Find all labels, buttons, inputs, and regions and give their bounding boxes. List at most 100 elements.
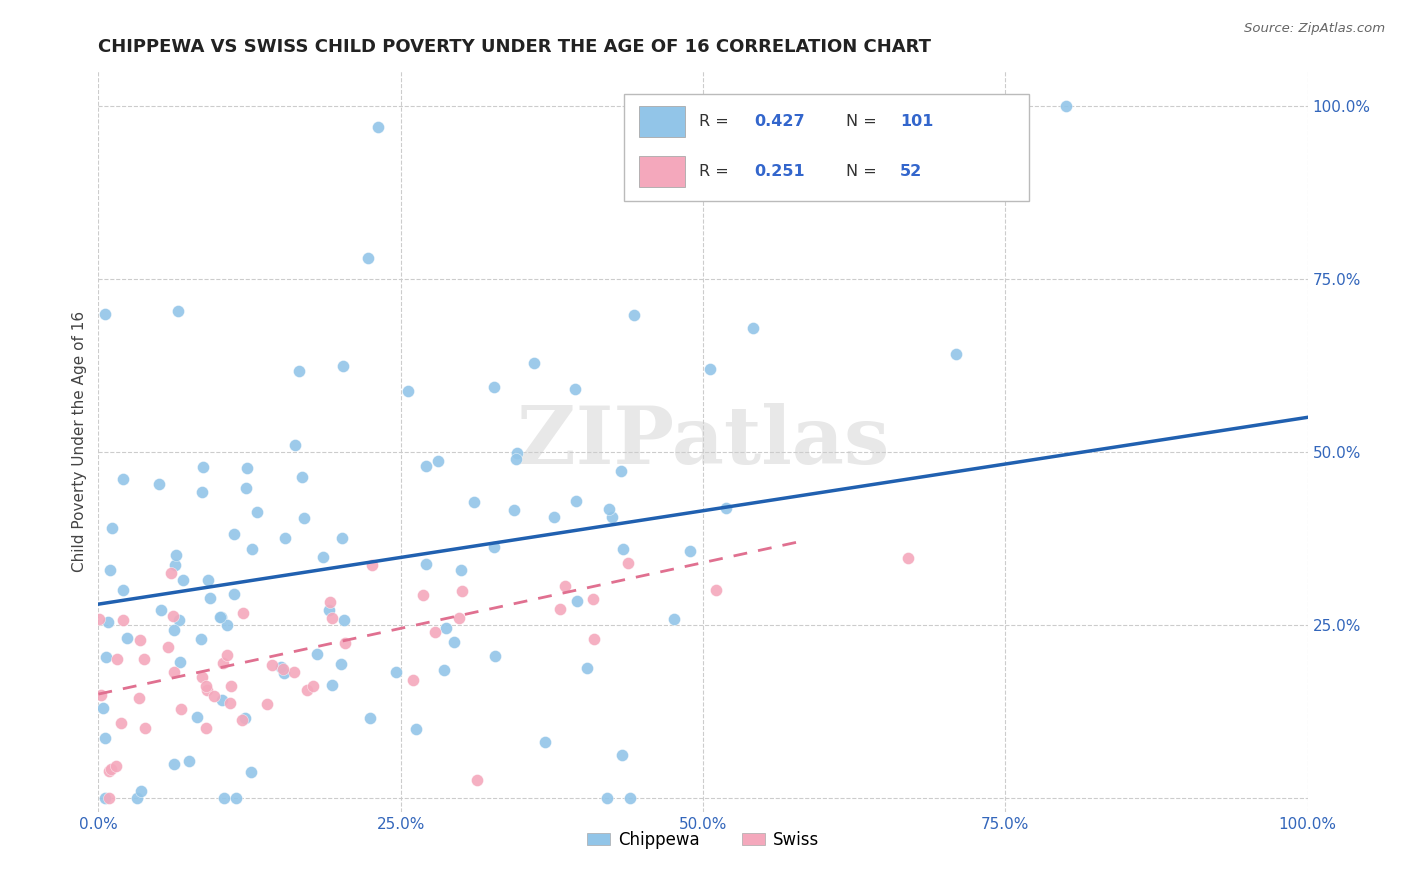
Point: [361, 558, 384, 573]
Point: [232, 606, 254, 620]
Point: [312, 549, 335, 564]
Point: [617, 556, 640, 570]
Text: 52: 52: [900, 164, 922, 178]
Point: [367, 120, 389, 134]
Point: [163, 623, 186, 637]
Text: ZIPatlas: ZIPatlas: [517, 402, 889, 481]
Point: [235, 461, 257, 475]
Point: [167, 303, 190, 318]
Point: [484, 649, 506, 664]
Point: [173, 573, 195, 587]
Point: [240, 542, 263, 557]
Point: [623, 309, 645, 323]
Text: N =: N =: [845, 164, 876, 178]
Point: [564, 382, 586, 396]
Point: [357, 251, 380, 265]
Point: [330, 657, 353, 671]
Point: [110, 716, 132, 731]
Point: [162, 609, 184, 624]
Point: [291, 469, 314, 483]
Point: [224, 527, 246, 541]
Point: [128, 690, 150, 705]
Point: [221, 679, 243, 693]
Text: 0.427: 0.427: [754, 114, 804, 129]
Point: [235, 711, 257, 725]
Point: [447, 611, 470, 625]
Text: 0.251: 0.251: [754, 164, 804, 178]
Point: [169, 655, 191, 669]
Point: [335, 636, 357, 650]
Point: [98, 563, 121, 577]
Point: [273, 666, 295, 681]
Point: [415, 458, 437, 473]
Point: [191, 670, 214, 684]
Point: [321, 611, 343, 625]
Text: N =: N =: [845, 114, 876, 129]
Point: [134, 721, 156, 735]
Point: [112, 613, 135, 627]
Point: [564, 494, 586, 508]
Point: [212, 656, 235, 670]
Point: [679, 544, 702, 558]
Point: [195, 679, 218, 693]
FancyBboxPatch shape: [624, 94, 1029, 201]
Point: [405, 722, 427, 736]
Point: [450, 563, 472, 577]
Point: [215, 618, 238, 632]
Point: [94, 307, 117, 321]
Point: [97, 615, 120, 630]
Point: [463, 495, 485, 509]
Point: [246, 505, 269, 519]
Point: [100, 762, 122, 776]
Point: [619, 790, 641, 805]
Point: [600, 509, 623, 524]
Point: [596, 790, 619, 805]
Point: [105, 652, 128, 666]
Point: [91, 701, 114, 715]
Point: [163, 757, 186, 772]
Point: [225, 790, 247, 805]
Text: Source: ZipAtlas.com: Source: ZipAtlas.com: [1244, 22, 1385, 36]
Point: [191, 460, 214, 475]
Point: [204, 689, 226, 703]
Point: [97, 790, 120, 805]
Point: [195, 682, 218, 697]
Point: [94, 790, 117, 805]
Point: [506, 446, 529, 460]
Point: [131, 784, 153, 798]
Point: [162, 665, 184, 679]
Point: [231, 713, 253, 727]
FancyBboxPatch shape: [638, 106, 685, 137]
Point: [359, 711, 381, 725]
Point: [741, 321, 763, 335]
Point: [198, 591, 221, 605]
Point: [148, 476, 170, 491]
Point: [170, 702, 193, 716]
Point: [125, 790, 148, 805]
Point: [502, 502, 524, 516]
Point: [260, 657, 283, 672]
Point: [101, 521, 124, 535]
Text: CHIPPEWA VS SWISS CHILD POVERTY UNDER THE AGE OF 16 CORRELATION CHART: CHIPPEWA VS SWISS CHILD POVERTY UNDER TH…: [98, 38, 931, 56]
Point: [97, 764, 120, 778]
Point: [1054, 99, 1077, 113]
Point: [443, 635, 465, 649]
Point: [321, 678, 343, 692]
Point: [609, 464, 631, 478]
Point: [271, 662, 294, 676]
Point: [165, 548, 187, 562]
Point: [434, 621, 457, 635]
Point: [274, 531, 297, 545]
Point: [426, 454, 449, 468]
Point: [256, 697, 278, 711]
Point: [90, 688, 112, 702]
Point: [105, 759, 128, 773]
Point: [505, 452, 527, 467]
Point: [534, 735, 557, 749]
Point: [294, 510, 316, 524]
Text: R =: R =: [699, 114, 730, 129]
Point: [412, 588, 434, 602]
Point: [235, 481, 257, 495]
Point: [482, 540, 505, 554]
Point: [465, 772, 488, 787]
